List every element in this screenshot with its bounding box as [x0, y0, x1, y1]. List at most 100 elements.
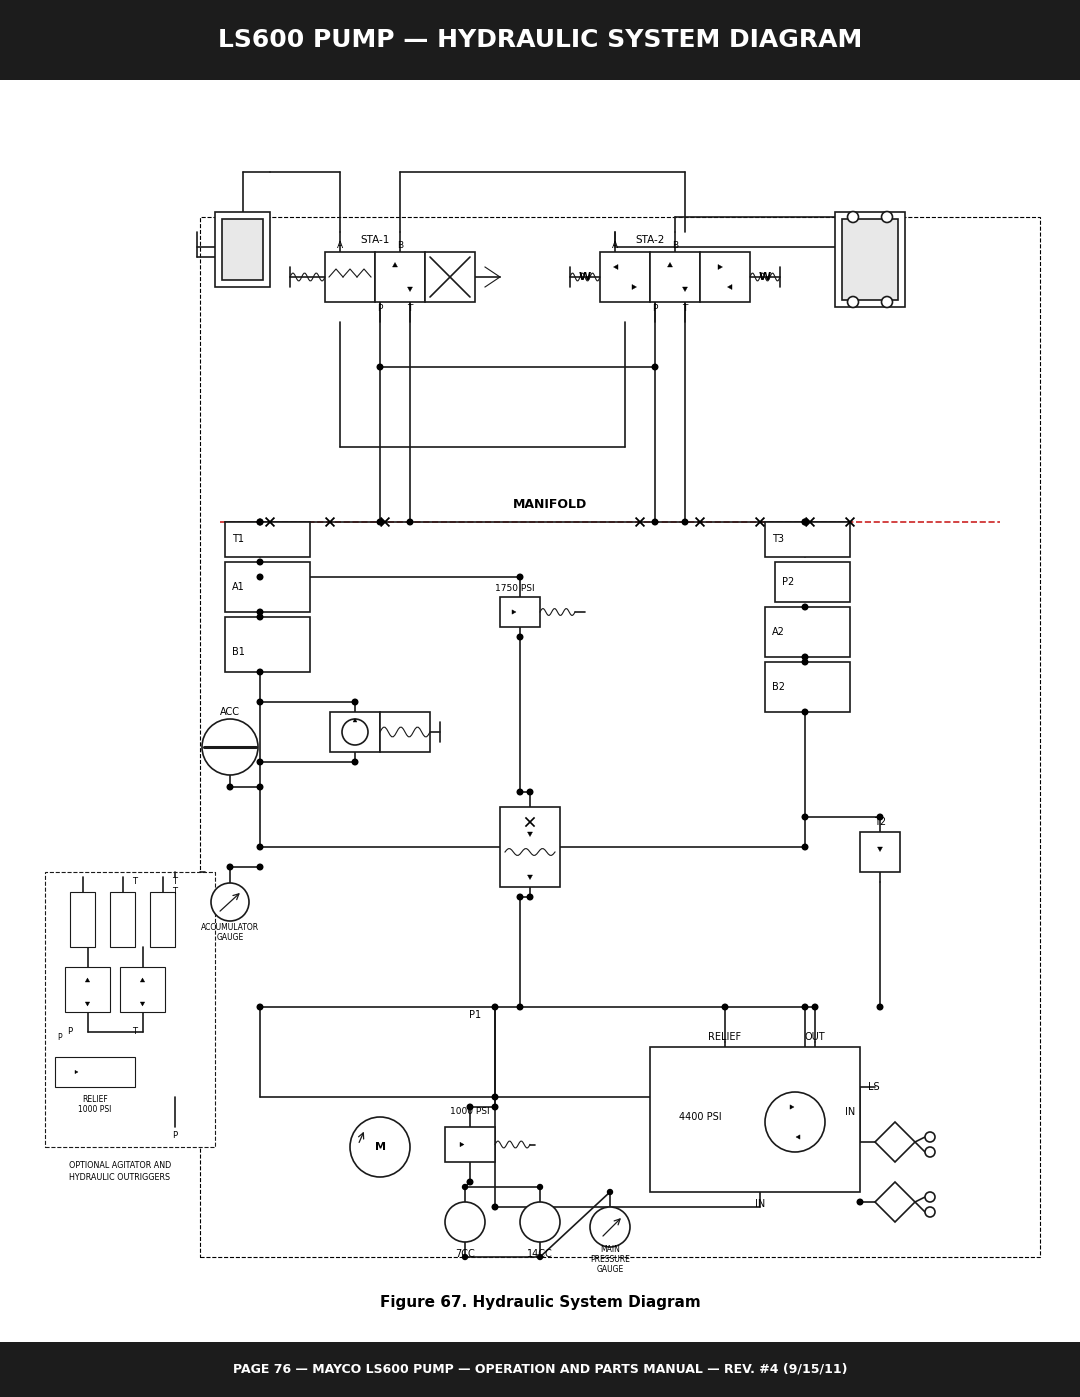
Circle shape — [377, 520, 382, 525]
Polygon shape — [728, 285, 732, 289]
Circle shape — [257, 520, 262, 525]
Text: T: T — [133, 1028, 137, 1037]
Circle shape — [848, 211, 859, 222]
Text: M: M — [375, 1141, 386, 1153]
Bar — [765, 522, 850, 557]
Polygon shape — [85, 1002, 90, 1006]
Text: P: P — [57, 1032, 63, 1042]
Text: P1: P1 — [469, 1010, 481, 1020]
Circle shape — [257, 700, 262, 705]
Text: OPTIONAL AGITATOR AND: OPTIONAL AGITATOR AND — [69, 1161, 171, 1169]
Text: P: P — [652, 305, 658, 313]
Polygon shape — [85, 978, 90, 982]
Circle shape — [492, 1004, 498, 1010]
Text: ACC: ACC — [220, 707, 240, 717]
Text: T2: T2 — [874, 817, 886, 827]
Text: P: P — [377, 305, 382, 313]
Circle shape — [590, 1207, 630, 1248]
Circle shape — [257, 759, 262, 764]
Text: IN: IN — [755, 1199, 765, 1208]
Bar — [55, 1058, 135, 1087]
Bar — [225, 617, 310, 672]
Circle shape — [802, 814, 808, 820]
Bar — [120, 967, 165, 1011]
Text: T1: T1 — [232, 535, 244, 545]
Bar — [650, 251, 700, 302]
Circle shape — [377, 365, 382, 370]
Circle shape — [350, 1118, 410, 1178]
Circle shape — [848, 296, 859, 307]
Bar — [650, 1046, 860, 1192]
Polygon shape — [667, 263, 673, 267]
Circle shape — [527, 894, 532, 900]
Polygon shape — [353, 718, 356, 722]
Circle shape — [802, 844, 808, 849]
Circle shape — [924, 1207, 935, 1217]
Polygon shape — [75, 1070, 78, 1074]
Polygon shape — [789, 1105, 794, 1109]
Text: B: B — [672, 242, 678, 250]
Circle shape — [858, 1199, 863, 1204]
Polygon shape — [140, 1002, 145, 1006]
Circle shape — [227, 865, 233, 870]
Circle shape — [257, 844, 262, 849]
Bar — [835, 212, 905, 307]
Bar — [225, 522, 310, 557]
Circle shape — [462, 1255, 468, 1260]
Bar — [500, 597, 540, 627]
Text: IN: IN — [845, 1106, 855, 1118]
Bar — [426, 251, 475, 302]
Circle shape — [352, 759, 357, 764]
Polygon shape — [512, 610, 516, 615]
Text: LS600 PUMP — HYDRAULIC SYSTEM DIAGRAM: LS600 PUMP — HYDRAULIC SYSTEM DIAGRAM — [218, 28, 862, 52]
Polygon shape — [407, 286, 413, 292]
Text: STA-1: STA-1 — [361, 235, 390, 244]
Text: W: W — [579, 272, 591, 282]
Bar — [325, 251, 375, 302]
Polygon shape — [875, 1182, 915, 1222]
Circle shape — [877, 1004, 882, 1010]
Circle shape — [257, 1004, 262, 1010]
Polygon shape — [632, 285, 636, 289]
Bar — [200, 217, 1040, 1257]
Text: P: P — [67, 1028, 72, 1037]
Circle shape — [683, 520, 688, 525]
Bar — [45, 872, 215, 1147]
Text: HYDRAULIC OUTRIGGERS: HYDRAULIC OUTRIGGERS — [69, 1172, 171, 1182]
Text: A2: A2 — [772, 627, 785, 637]
Circle shape — [723, 1004, 728, 1010]
Text: B1: B1 — [232, 647, 245, 657]
Text: RELIEF: RELIEF — [708, 1032, 742, 1042]
Bar — [0, 1343, 1080, 1397]
Bar — [222, 219, 264, 279]
Bar — [775, 562, 850, 602]
Circle shape — [802, 654, 808, 659]
Bar — [380, 712, 430, 752]
Text: W: W — [759, 272, 771, 282]
Text: ACCUMULATOR: ACCUMULATOR — [201, 922, 259, 932]
Circle shape — [517, 894, 523, 900]
Circle shape — [352, 700, 357, 705]
Polygon shape — [718, 264, 723, 270]
Text: T: T — [407, 305, 413, 313]
Circle shape — [492, 1204, 498, 1210]
Text: 14CC: 14CC — [527, 1249, 553, 1259]
Circle shape — [881, 296, 892, 307]
Circle shape — [517, 634, 523, 640]
Circle shape — [881, 211, 892, 222]
Text: STA-2: STA-2 — [635, 235, 664, 244]
Polygon shape — [875, 1122, 915, 1162]
Text: 1000 PSI: 1000 PSI — [450, 1108, 490, 1116]
Bar — [700, 251, 750, 302]
Circle shape — [924, 1192, 935, 1201]
Bar — [765, 662, 850, 712]
Bar — [445, 1127, 495, 1162]
Circle shape — [519, 1201, 561, 1242]
Text: 7CC: 7CC — [455, 1249, 475, 1259]
Text: 1750 PSI: 1750 PSI — [496, 584, 535, 594]
Circle shape — [342, 719, 368, 745]
Circle shape — [211, 883, 249, 921]
Bar — [0, 0, 1080, 80]
Circle shape — [257, 865, 262, 870]
Circle shape — [227, 784, 233, 789]
